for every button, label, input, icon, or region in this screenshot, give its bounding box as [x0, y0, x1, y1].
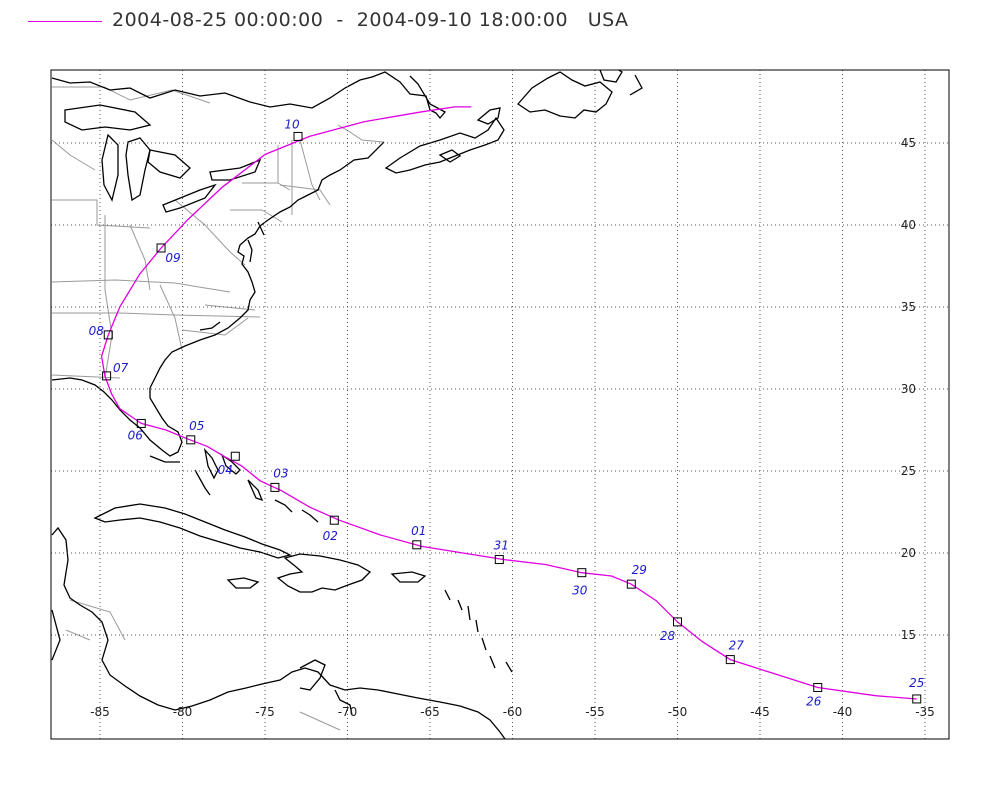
lon-tick-label: -85: [90, 705, 110, 719]
day-label-05: 05: [189, 419, 204, 433]
day-label-01: 01: [411, 524, 426, 538]
position-marker-06: [136, 418, 146, 428]
lat-tick-label: 35: [901, 300, 916, 314]
day-label-09: 09: [165, 251, 180, 265]
daily-position-markers: [102, 131, 922, 704]
day-label-31: 31: [494, 539, 509, 553]
lat-tick-label: 15: [901, 628, 916, 642]
position-marker-02: [329, 515, 339, 525]
position-marker-04: [230, 451, 240, 461]
day-label-07: 07: [113, 361, 129, 375]
state-borders: [51, 86, 385, 731]
storm-track: [100, 106, 917, 700]
day-label-28: 28: [660, 629, 676, 643]
coastlines: [51, 70, 643, 739]
lat-tick-label: 25: [901, 464, 916, 478]
day-label-30: 30: [572, 584, 588, 598]
lon-tick-label: -60: [503, 705, 523, 719]
day-label-29: 29: [632, 563, 647, 577]
day-label-06: 06: [128, 428, 144, 442]
lon-tick-label: -70: [338, 705, 358, 719]
day-label-26: 26: [806, 694, 822, 708]
day-label-27: 27: [729, 639, 745, 653]
axis-tick-labels: -85 -80 -75 -70 -65 -60 -55 -50 -45 -40 -35 15 20 25 3…: [90, 136, 935, 719]
position-marker-03: [270, 482, 280, 492]
lat-tick-label: 45: [901, 136, 916, 150]
graticule: [51, 70, 949, 739]
position-marker-26: [813, 682, 823, 692]
lon-tick-label: -50: [668, 705, 688, 719]
position-marker-25: [912, 694, 922, 704]
position-marker-09: [156, 243, 166, 253]
daily-position-labels: 25 26 27 28 29 30 31 01 02 03 04 05 06 07 08 09 10: [89, 117, 925, 708]
storm-track-line: [100, 106, 917, 700]
day-label-03: 03: [273, 466, 288, 480]
lon-tick-label: -55: [585, 705, 605, 719]
lon-tick-label: -45: [750, 705, 770, 719]
lon-tick-label: -65: [420, 705, 440, 719]
position-marker-08: [103, 330, 113, 340]
lat-tick-label: 40: [901, 218, 916, 232]
lon-tick-label: -80: [173, 705, 193, 719]
day-label-04: 04: [218, 463, 233, 477]
position-marker-27: [725, 655, 735, 665]
lon-tick-label: -40: [833, 705, 853, 719]
position-marker-31: [494, 555, 504, 565]
position-marker-05: [186, 435, 196, 445]
lat-tick-label: 20: [901, 546, 916, 560]
position-marker-07: [102, 371, 112, 381]
position-marker-29: [626, 579, 636, 589]
lon-tick-label: -75: [255, 705, 275, 719]
day-label-25: 25: [909, 676, 924, 690]
day-label-08: 08: [89, 324, 105, 338]
day-label-10: 10: [284, 117, 300, 131]
lon-tick-label: -35: [915, 705, 935, 719]
map-title: 2004-08-25 00:00:00 - 2004-09-10 18:00:0…: [112, 9, 629, 31]
position-marker-10: [293, 131, 303, 141]
track-legend-line: [28, 21, 102, 22]
position-marker-01: [412, 540, 422, 550]
map-border: [50, 69, 950, 740]
map-header: 2004-08-25 00:00:00 - 2004-09-10 18:00:0…: [0, 0, 1000, 48]
position-marker-28: [673, 617, 682, 627]
lat-tick-label: 30: [901, 382, 916, 396]
map-frame: [51, 70, 949, 739]
day-label-02: 02: [323, 529, 338, 543]
position-marker-30: [577, 568, 587, 578]
